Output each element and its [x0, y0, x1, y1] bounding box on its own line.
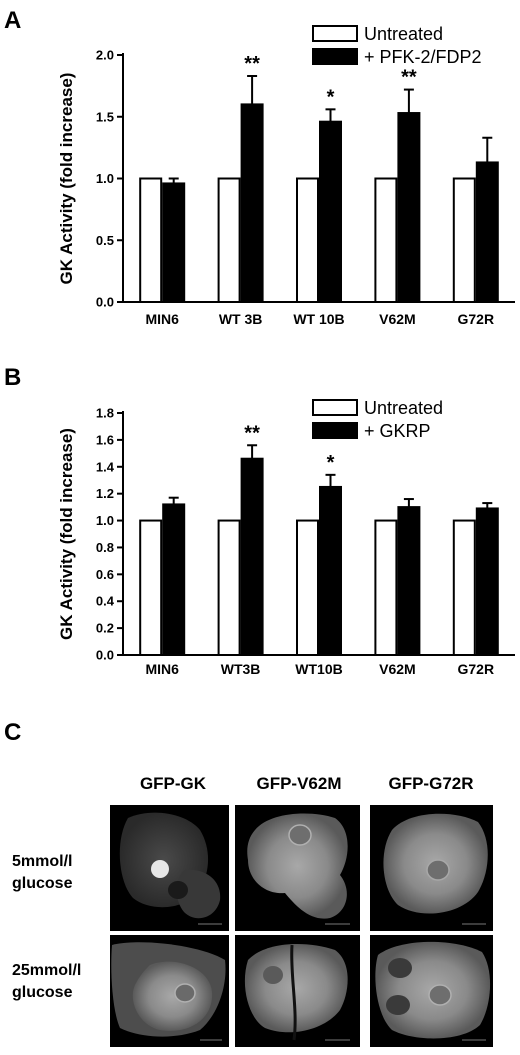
legend-label: + GKRP	[364, 421, 431, 441]
legend-swatch	[312, 48, 358, 65]
legend-label: Untreated	[364, 24, 443, 44]
y-axis-title: GK Activity (fold increase)	[57, 428, 76, 640]
y-tick-label: 1.2	[96, 486, 114, 501]
bar-treated	[319, 120, 342, 303]
panel-letter-a: A	[4, 7, 21, 34]
bar-treated	[162, 182, 186, 303]
chart-a: 0.0 0.5 1.0 1.5 2.0 GK Activity (fold increas…	[57, 24, 515, 327]
bar-untreated	[374, 177, 398, 303]
bar-treated	[397, 112, 421, 303]
bar-treated	[397, 506, 421, 656]
category-label: G72R	[458, 661, 495, 677]
micrograph-gfp-gk-5mm	[110, 805, 229, 931]
bar-treated	[319, 485, 342, 657]
chart-b: 0.0 0.2 0.4 0.6 0.8 1.0 1.2 1.4 1.6 1.8 GK Activit…	[57, 398, 515, 677]
y-tick-label: 2.0	[96, 48, 114, 63]
legend-label: + PFK-2/FDP2	[364, 47, 482, 67]
significance-label: **	[244, 422, 260, 444]
y-tick-label: 1.8	[96, 406, 114, 421]
bar-untreated	[217, 177, 241, 303]
micrograph-column-label: GFP-GK	[140, 774, 207, 793]
y-tick-label: 0.8	[96, 540, 114, 555]
micrograph-row-label: 25mmol/l	[12, 962, 81, 979]
category-label: G72R	[458, 311, 495, 327]
y-tick-label: 0.0	[96, 648, 114, 663]
bar-untreated	[296, 519, 319, 656]
y-tick-label: 0.4	[96, 594, 115, 609]
y-tick-label: 0.6	[96, 567, 114, 582]
y-tick-label: 0.0	[96, 295, 114, 310]
significance-label: *	[327, 86, 335, 108]
y-tick-label: 1.0	[96, 171, 114, 186]
micrograph-gfp-g72r-5mm	[370, 805, 493, 931]
bar-untreated	[452, 519, 476, 656]
bar-treated	[475, 507, 499, 657]
significance-label: **	[401, 67, 417, 89]
legend-swatch	[312, 422, 358, 439]
panel-letter-c: C	[4, 719, 21, 746]
bar-untreated	[139, 177, 163, 303]
category-label: WT 3B	[219, 311, 263, 327]
bar-untreated	[296, 177, 319, 303]
bar-treated	[240, 457, 264, 657]
y-tick-label: 1.6	[96, 432, 114, 447]
category-label: WT 10B	[293, 311, 344, 327]
category-label: MIN6	[145, 311, 179, 327]
y-axis-title: GK Activity (fold increase)	[57, 73, 76, 285]
significance-label: **	[244, 53, 260, 75]
bar-treated	[162, 503, 186, 656]
bar-untreated	[217, 519, 241, 656]
bar-treated	[475, 161, 499, 303]
micrograph-column-label: GFP-V62M	[256, 774, 341, 793]
legend-label: Untreated	[364, 398, 443, 418]
micrograph-column-label: GFP-G72R	[388, 774, 473, 793]
panel-letter-b: B	[4, 364, 21, 391]
micrograph-gfp-v62m-25mm	[235, 935, 360, 1047]
bar-untreated	[139, 519, 163, 656]
legend-swatch	[312, 399, 358, 416]
category-label: V62M	[379, 311, 416, 327]
y-tick-label: 1.5	[96, 109, 114, 124]
category-label: WT10B	[295, 661, 342, 677]
significance-label: *	[327, 452, 335, 474]
micrograph-gfp-v62m-5mm	[235, 805, 360, 931]
y-tick-label: 1.0	[96, 513, 114, 528]
bar-untreated	[452, 177, 476, 303]
category-label: MIN6	[145, 661, 179, 677]
micrograph-gfp-gk-25mm	[110, 935, 229, 1047]
y-tick-label: 1.4	[96, 459, 115, 474]
bar-treated	[240, 103, 264, 304]
y-tick-label: 0.5	[96, 233, 114, 248]
bar-untreated	[374, 519, 398, 656]
micrograph-gfp-g72r-25mm	[370, 935, 493, 1047]
category-label: WT3B	[221, 661, 261, 677]
category-label: V62M	[379, 661, 416, 677]
micrograph-row-label: 5mmol/l	[12, 853, 72, 870]
legend-swatch	[312, 25, 358, 42]
micrograph-row-label: glucose	[12, 984, 73, 1001]
y-tick-label: 0.2	[96, 621, 114, 636]
micrograph-row-label: glucose	[12, 875, 73, 892]
